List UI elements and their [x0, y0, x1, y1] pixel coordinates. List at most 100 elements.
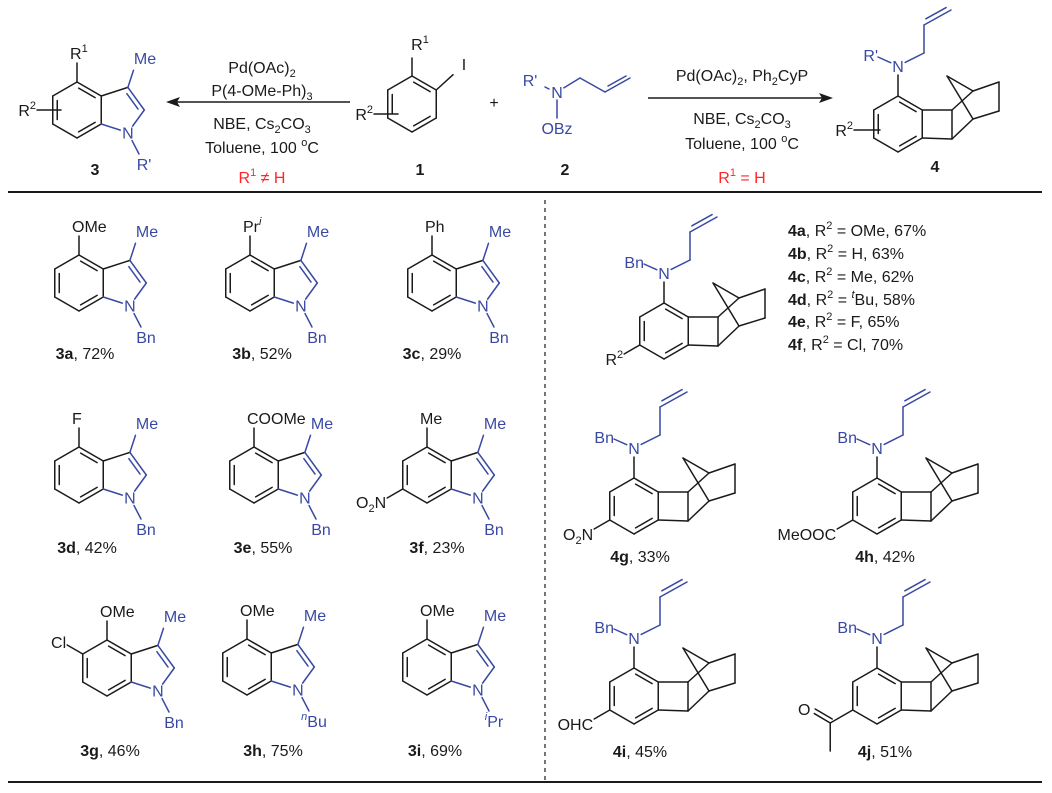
bond — [133, 474, 148, 492]
bond — [82, 639, 108, 655]
bond — [633, 709, 659, 725]
bond — [633, 477, 659, 493]
double-bond-line — [79, 260, 98, 272]
text-segment: = H — [736, 170, 766, 187]
r-prime-label: R' — [523, 73, 538, 90]
product-label: 3e, 55% — [234, 540, 293, 557]
bond — [270, 680, 292, 688]
bond — [133, 312, 142, 328]
bond — [609, 667, 635, 683]
product-label: 3g, 46% — [80, 743, 140, 760]
double-bond-line — [107, 679, 126, 691]
n-substituent-label: Bn — [484, 522, 504, 539]
double-bond-line — [250, 294, 269, 306]
compound-2-structure: R' N OBz — [523, 73, 631, 138]
bond — [623, 344, 641, 355]
double-bond-line — [79, 486, 98, 498]
bond — [946, 75, 974, 120]
c5-substituent-label: Cl — [51, 635, 66, 652]
product-3b: Me NBn Pri 3b, 52% — [225, 216, 329, 363]
condition-text: Pd(OAc)2 — [228, 60, 295, 80]
yield-text: , 51% — [871, 744, 912, 761]
condition-text: Toluene, 100 oC — [205, 137, 319, 157]
text-segment: 2 — [30, 100, 36, 112]
bond — [682, 647, 710, 692]
bond — [902, 581, 931, 598]
r1-constraint-text: R1 ≠ H — [239, 167, 286, 187]
n-substituent-label: Bn — [307, 330, 327, 347]
bond — [883, 624, 904, 636]
bond — [639, 344, 665, 360]
bond — [633, 667, 659, 683]
r-substituent-label: MeOOC — [777, 527, 836, 544]
double-bond-line — [634, 673, 653, 685]
text-segment: CO — [281, 116, 305, 133]
text-segment: NBE, Cs — [213, 116, 274, 133]
bond — [687, 500, 710, 522]
text-segment: , R — [806, 314, 826, 331]
double-bond-line — [427, 486, 446, 498]
series-4-entry: 4a, R2 = OMe, 67% — [788, 220, 926, 240]
bond — [481, 474, 496, 492]
bond — [972, 81, 1000, 92]
bond — [876, 477, 902, 493]
bond — [304, 434, 312, 454]
arrow-head-icon — [166, 97, 180, 107]
nitrogen-label: N — [472, 683, 484, 700]
compound-4-structure: N R' R2 — [835, 6, 1000, 153]
bond — [222, 638, 248, 654]
bond — [273, 296, 295, 304]
bond — [402, 680, 428, 696]
text-segment: 1 — [250, 167, 256, 179]
bond — [897, 95, 923, 111]
bond — [130, 681, 152, 689]
text-segment: 2 — [847, 120, 853, 132]
bond — [951, 463, 979, 474]
double-bond-line — [664, 342, 683, 354]
bond — [563, 77, 581, 89]
r-substituent-label: R2 — [605, 349, 623, 369]
compound-id: 3e — [234, 540, 252, 557]
text-segment: 1 — [730, 167, 736, 179]
double-bond-line — [904, 388, 926, 402]
double-bond-line — [303, 457, 316, 475]
methyl-label: Me — [304, 608, 326, 625]
bond — [481, 666, 496, 684]
compound-id: 3g — [80, 743, 99, 760]
bond — [856, 438, 871, 446]
bond — [930, 500, 953, 522]
text-segment: , R — [802, 337, 822, 354]
bond — [852, 519, 878, 535]
product-label: 3b, 52% — [232, 346, 292, 363]
condition-text: NBE, Cs2CO3 — [693, 111, 791, 131]
double-bond-line — [432, 294, 451, 306]
bond — [82, 681, 108, 697]
bond — [640, 434, 661, 446]
methyl-label: Me — [164, 609, 186, 626]
condition-text: Toluene, 100 oC — [685, 133, 799, 153]
bond — [477, 643, 496, 668]
double-bond-line — [904, 578, 926, 592]
text-segment: i — [485, 711, 488, 723]
bond — [297, 626, 305, 646]
product-label: 3f, 23% — [409, 540, 464, 557]
bond — [450, 680, 472, 688]
compound-2-label: 2 — [561, 162, 570, 179]
double-bond-line — [877, 707, 896, 719]
bond — [687, 690, 710, 712]
double-bond-line — [661, 388, 683, 402]
compound-id: 4h — [855, 549, 874, 566]
bond — [481, 696, 490, 712]
n-substituent-label: nBu — [301, 711, 327, 731]
bond — [52, 123, 78, 139]
text-segment: Pr — [487, 714, 504, 731]
text-segment: 2 — [827, 243, 833, 255]
bond — [738, 288, 766, 299]
double-bond-line — [427, 644, 446, 656]
bond — [946, 75, 974, 92]
product-label: 3c, 29% — [403, 346, 462, 363]
bond — [544, 86, 550, 90]
